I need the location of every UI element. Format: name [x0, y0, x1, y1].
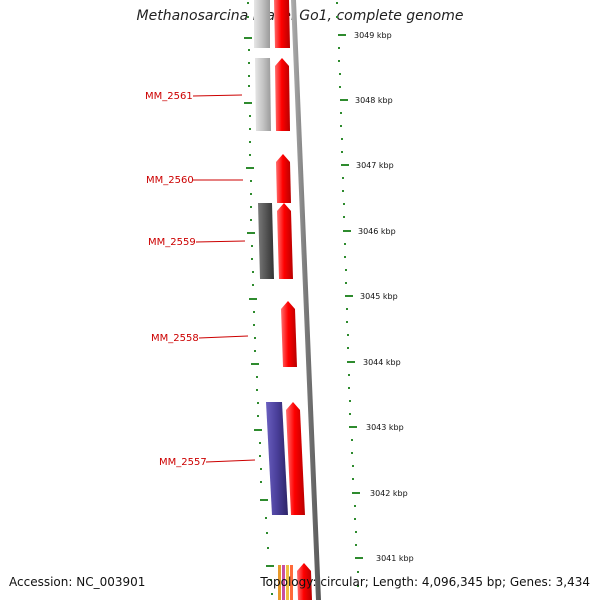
scale-label: 3048 kbp — [355, 96, 393, 105]
gene-label-mm2561[interactable]: MM_2561 — [145, 91, 193, 102]
gene-label-mm2558[interactable]: MM_2558 — [151, 333, 199, 344]
scale-label: 3044 kbp — [363, 358, 401, 367]
gene-forward-mm2561[interactable] — [275, 58, 290, 131]
gene-forward-top[interactable] — [274, 0, 290, 48]
gene-forward-mm2559[interactable] — [277, 203, 293, 279]
inner-tick-track — [244, 2, 274, 595]
gene-bottom-1[interactable] — [278, 565, 281, 600]
gene-label-mm2560[interactable]: MM_2560 — [146, 175, 194, 186]
gene-reverse-mm2557[interactable] — [266, 402, 288, 515]
leader-line-mm2558 — [198, 335, 249, 339]
scale-label: 3047 kbp — [356, 161, 394, 170]
accession-text: Accession: NC_003901 — [9, 575, 146, 589]
scale-label: 3046 kbp — [358, 227, 396, 236]
outer-tick-track — [336, 2, 363, 587]
gene-reverse-mm2561[interactable] — [255, 58, 271, 131]
leader-line-mm2557 — [205, 459, 256, 463]
map-title: Methanosarcina mazei Go1, complete genom… — [136, 8, 464, 24]
leader-line-mm2559 — [195, 240, 246, 243]
gene-forward-mm2557[interactable] — [286, 402, 305, 515]
scale-label: 3041 kbp — [376, 554, 414, 563]
gene-reverse-mm2559[interactable] — [258, 203, 274, 279]
gene-bottom-3[interactable] — [286, 565, 289, 600]
gene-forward-mm2558[interactable] — [281, 301, 297, 367]
gene-label-mm2559[interactable]: MM_2559 — [148, 237, 196, 248]
scale-label: 3049 kbp — [354, 31, 392, 40]
scale-label: 3043 kbp — [366, 423, 404, 432]
leader-line-mm2561 — [192, 94, 243, 97]
genome-backbone — [291, 0, 321, 600]
gene-bottom-4[interactable] — [290, 565, 293, 600]
gene-bottom-2[interactable] — [282, 565, 285, 600]
scale-label: 3042 kbp — [370, 489, 408, 498]
gene-forward-mm2560[interactable] — [276, 154, 291, 203]
topology-text: Topology: circular; Length: 4,096,345 bp… — [260, 575, 590, 589]
scale-label: 3045 kbp — [360, 292, 398, 301]
gene-reverse-top[interactable] — [254, 0, 270, 48]
gene-forward-bottom[interactable] — [297, 563, 312, 600]
gene-label-mm2557[interactable]: MM_2557 — [159, 457, 207, 468]
